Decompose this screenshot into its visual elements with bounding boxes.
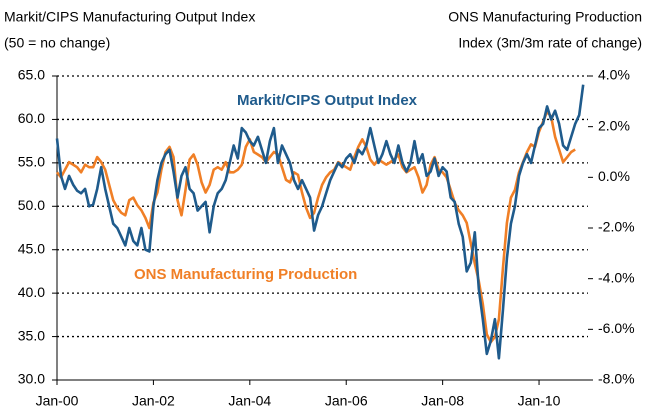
y-axis-title: Markit/CIPS Manufacturing Output Index [4, 9, 255, 25]
y2-axis-title: Index (3m/3m rate of change) [458, 35, 642, 51]
y2-tick-label: -8.0% [598, 371, 635, 387]
y-tick-label: 65.0 [18, 67, 45, 83]
y2-axis-title: ONS Manufacturing Production [448, 9, 642, 25]
y-tick-label: 35.0 [18, 327, 45, 343]
series-line [55, 110, 576, 344]
y2-tick-label: -6.0% [598, 320, 635, 336]
x-tick-label: Jan-00 [36, 393, 79, 409]
y-tick-label: 30.0 [18, 371, 45, 387]
x-tick-label: Jan-10 [518, 393, 561, 409]
y-tick-label: 40.0 [18, 284, 45, 300]
x-tick-label: Jan-04 [228, 393, 271, 409]
y-axis-title: (50 = no change) [4, 35, 110, 51]
x-tick-label: Jan-06 [325, 393, 368, 409]
series-line [55, 84, 585, 360]
y-tick-label: 55.0 [18, 154, 45, 170]
y2-tick-label: 4.0% [598, 67, 630, 83]
x-tick-label: Jan-02 [132, 393, 175, 409]
x-tick-label: Jan-08 [421, 393, 464, 409]
y2-tick-label: -4.0% [598, 269, 635, 285]
y-tick-label: 45.0 [18, 240, 45, 256]
y2-tick-label: 2.0% [598, 117, 630, 133]
y-tick-label: 60.0 [18, 110, 45, 126]
y2-tick-label: -2.0% [598, 219, 635, 235]
y2-tick-label: 0.0% [598, 168, 630, 184]
annotation: Markit/CIPS Output Index [237, 92, 418, 109]
annotation: ONS Manufacturing Production [134, 266, 357, 283]
y-tick-label: 50.0 [18, 197, 45, 213]
